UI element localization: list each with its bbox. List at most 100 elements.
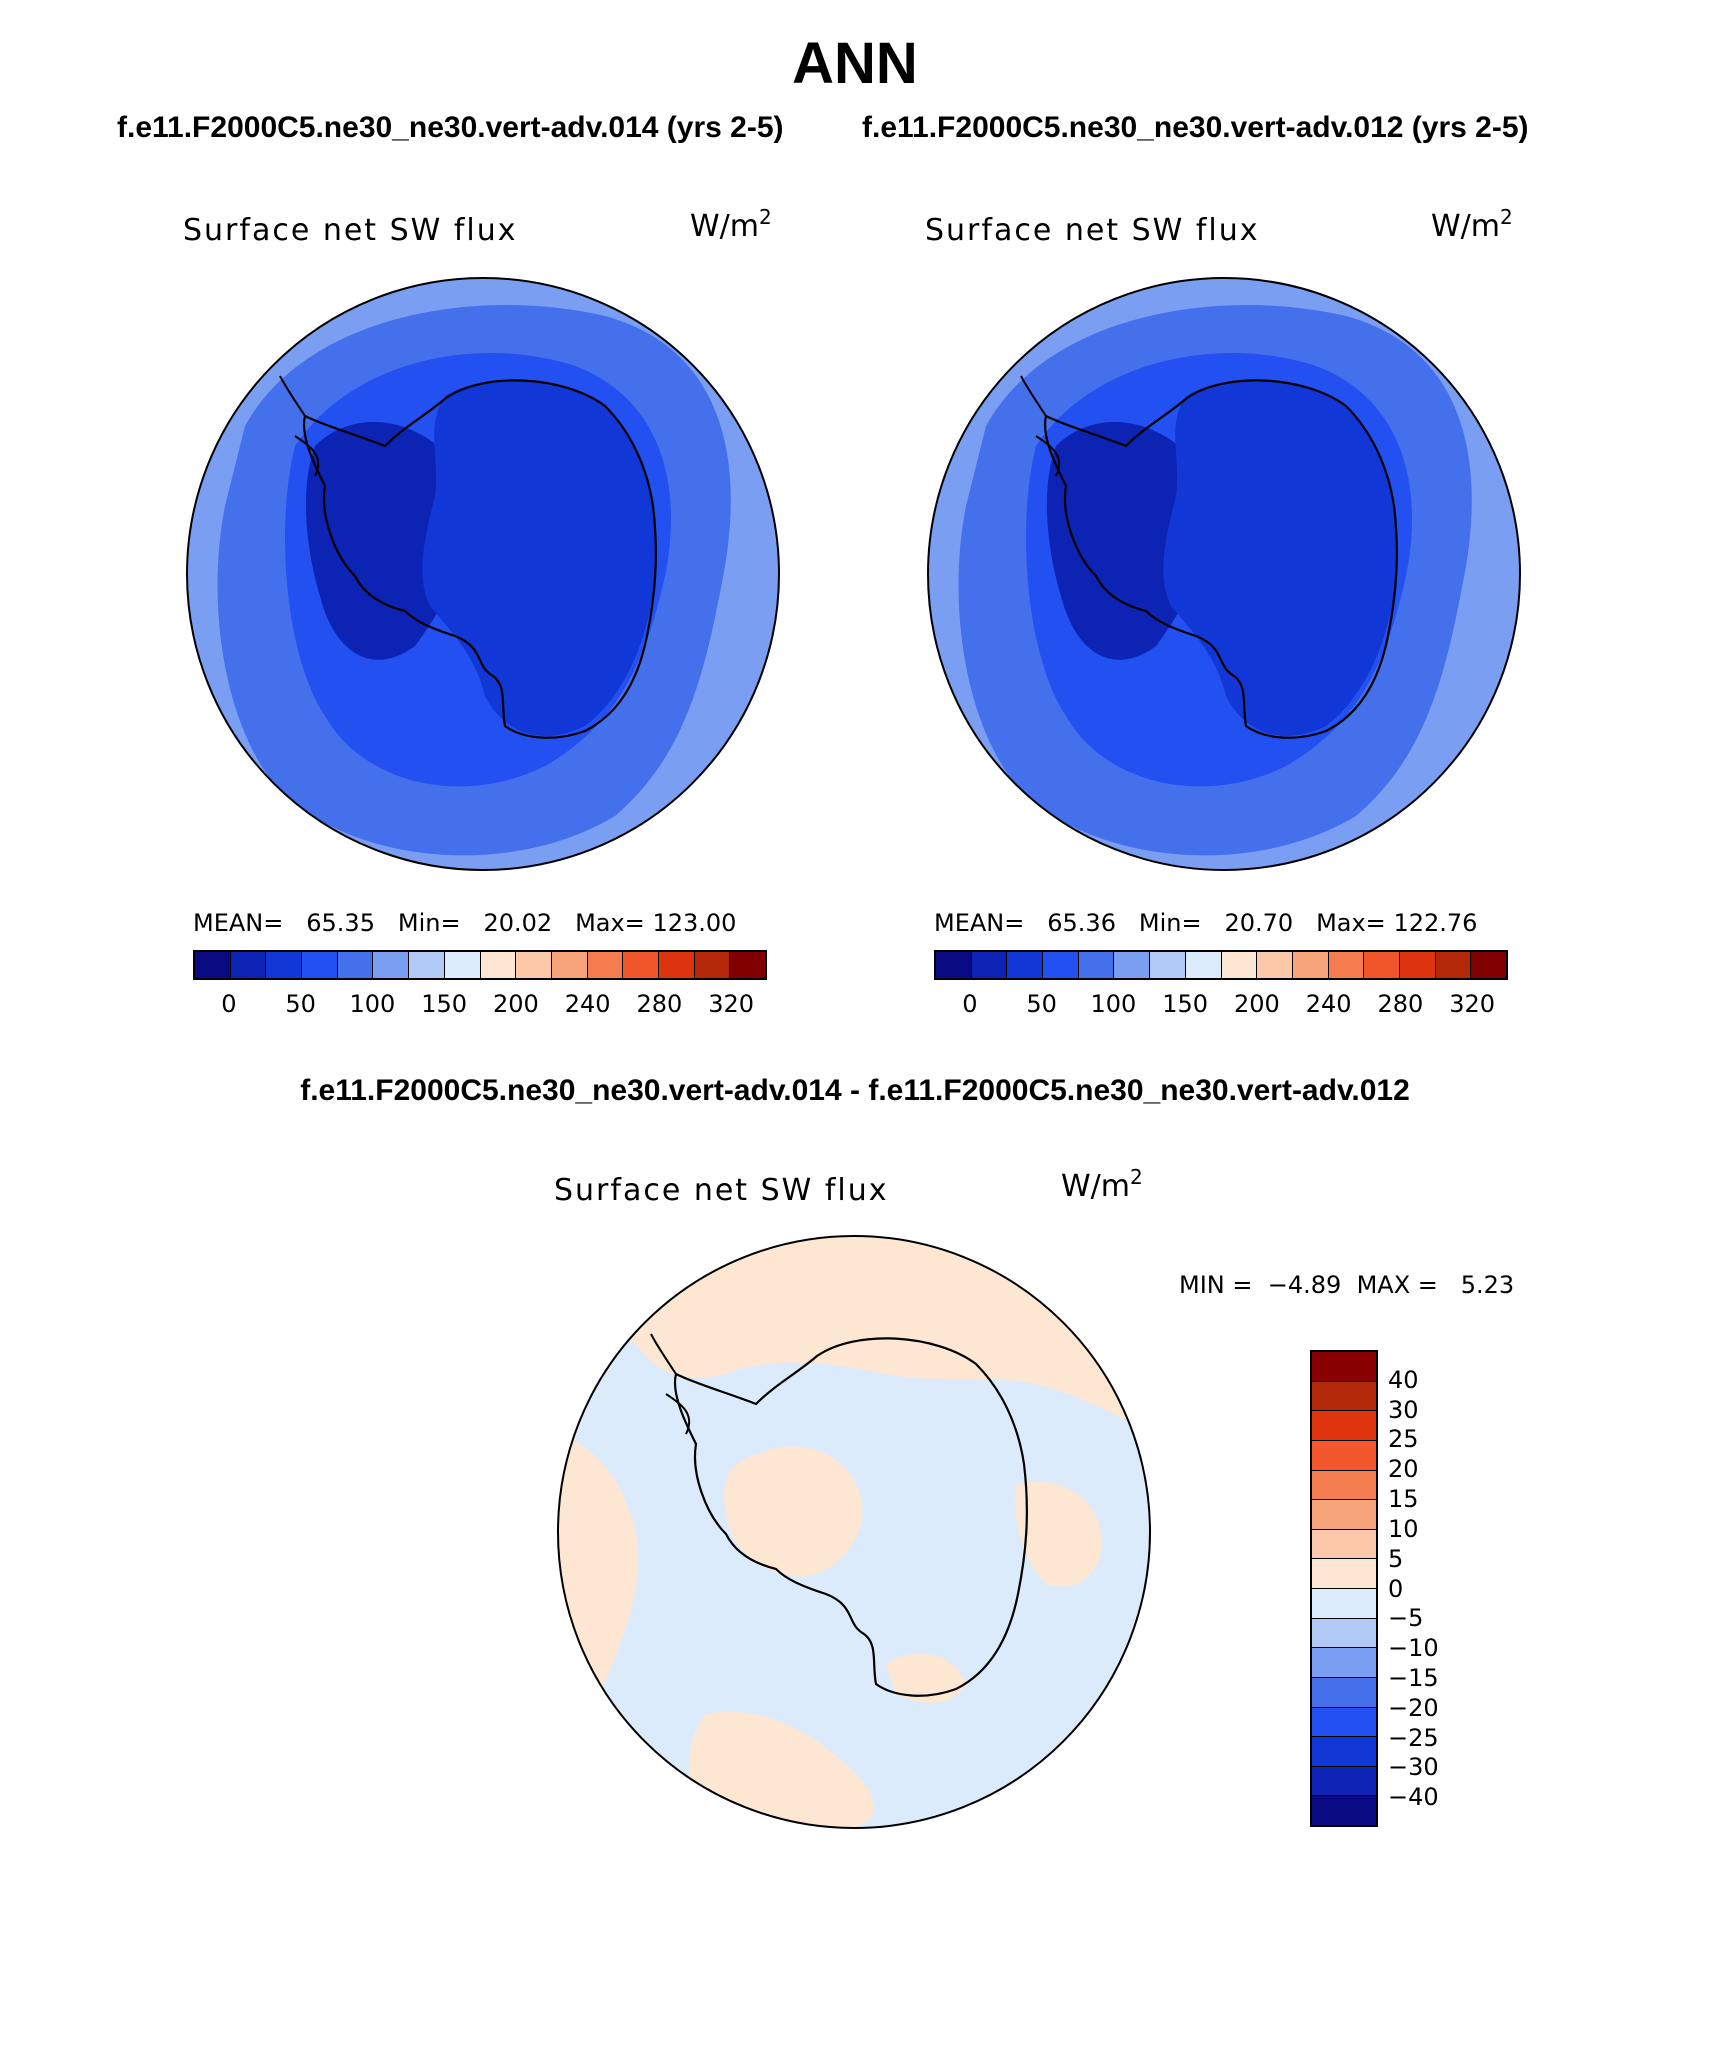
colorbar-difference-swatch	[1312, 1440, 1376, 1471]
colorbar-control-tick-label: 200	[1233, 990, 1280, 1018]
colorbar-control-swatch	[1078, 952, 1115, 978]
colorbar-test-tick-label: 50	[285, 990, 316, 1018]
panel-a-stats: MEAN= 65.35 Min= 20.02 Max= 123.00	[193, 909, 737, 937]
colorbar-difference-swatch	[1312, 1589, 1376, 1619]
diff-panel-variable: Surface net SW flux	[554, 1173, 889, 1208]
colorbar-control-swatch	[1471, 952, 1506, 978]
colorbar-control-swatch	[1007, 952, 1044, 978]
colorbar-test-tick-label: 0	[221, 990, 237, 1018]
difference-title: f.e11.F2000C5.ne30_ne30.vert-adv.014 - f…	[300, 1074, 1410, 1107]
peninsula-coastline	[650, 1333, 691, 1435]
colorbar-difference-tick-label: 30	[1388, 1395, 1419, 1424]
colorbar-control-swatch	[1399, 952, 1436, 978]
colorbar-difference-swatch	[1312, 1707, 1376, 1738]
colorbar-difference-tick-label: 20	[1388, 1455, 1419, 1484]
colorbar-test-swatch	[266, 952, 303, 978]
colorbar-control-swatch	[1150, 952, 1186, 978]
colorbar-difference-swatch	[1312, 1766, 1376, 1797]
colorbar-test-tick-label: 320	[708, 990, 755, 1018]
colorbar-difference-swatch	[1312, 1559, 1376, 1589]
colorbar-difference-tick-label: −25	[1388, 1723, 1439, 1752]
colorbar-control-ticks: 0 50 100 150 200 240 280 320	[934, 990, 1508, 1020]
positive-difference-region-interior	[724, 1446, 863, 1577]
colorbar-test-swatch	[587, 952, 624, 978]
map-boundary	[557, 1235, 1151, 1829]
colorbar-test-swatch	[373, 952, 410, 978]
colorbar-control-tick-label: 240	[1305, 990, 1352, 1018]
colorbar-difference-swatch	[1312, 1529, 1376, 1560]
colorbar-test-swatch	[480, 952, 517, 978]
colorbar-test-swatch	[337, 952, 374, 978]
colorbar-control-tick-label: 280	[1377, 990, 1424, 1018]
colorbar-test-swatch	[694, 952, 731, 978]
colorbar-difference-tick-label: 0	[1388, 1574, 1404, 1603]
diff-panel-unit: W/m2	[1061, 1165, 1143, 1204]
peninsula-coastline	[1020, 375, 1061, 477]
colorbar-difference-swatch	[1312, 1500, 1376, 1530]
colorbar-control-tick-label: 150	[1162, 990, 1209, 1018]
map-panel-difference	[557, 1235, 1151, 1829]
colorbar-difference-swatch	[1312, 1737, 1376, 1767]
antarctica-landmass	[1163, 379, 1397, 736]
colorbar-control-tick-label: 50	[1026, 990, 1057, 1018]
colorbar-difference-tick-label: −15	[1388, 1663, 1439, 1692]
colorbar-control-swatch	[1257, 952, 1293, 978]
colorbar-difference-tick-label: 5	[1388, 1544, 1404, 1573]
colorbar-test-tick-label: 200	[492, 990, 539, 1018]
colorbar-test-swatch	[623, 952, 659, 978]
colorbar-difference-swatch	[1312, 1677, 1376, 1708]
colorbar-test-tick-label: 280	[636, 990, 683, 1018]
colorbar-test-swatch	[516, 952, 552, 978]
positive-difference-region-north	[558, 1236, 1150, 1434]
colorbar-test-tick-label: 100	[349, 990, 396, 1018]
colorbar-difference-tick-label: 40	[1388, 1365, 1419, 1394]
colorbar-test-swatch	[409, 952, 445, 978]
colorbar-control-swatch	[936, 952, 972, 978]
positive-difference-region-southeast	[886, 1653, 966, 1703]
colorbar-difference	[1310, 1350, 1378, 1827]
colorbar-control-swatch	[1435, 952, 1472, 978]
colorbar-difference-swatch	[1312, 1411, 1376, 1441]
colorbar-control-tick-label: 320	[1449, 990, 1496, 1018]
map-panel-test	[186, 277, 780, 871]
peninsula-coastline	[279, 375, 320, 477]
panel-b-variable: Surface net SW flux	[925, 213, 1260, 248]
run-label-control: f.e11.F2000C5.ne30_ne30.vert-adv.012 (yr…	[862, 111, 1529, 144]
colorbar-test-swatch	[230, 952, 267, 978]
diff-panel-stats: MIN = −4.89 MAX = 5.23	[1179, 1271, 1515, 1299]
main-title: ANN	[792, 31, 918, 96]
colorbar-difference-swatch	[1312, 1470, 1376, 1501]
colorbar-difference-swatch	[1312, 1352, 1376, 1382]
colorbar-control-swatch	[1114, 952, 1151, 978]
colorbar-control-tick-label: 0	[962, 990, 978, 1018]
colorbar-control-swatch	[1328, 952, 1365, 978]
colorbar-difference-swatch	[1312, 1618, 1376, 1649]
colorbar-control-swatch	[1292, 952, 1329, 978]
colorbar-difference-tick-label: 10	[1388, 1514, 1419, 1543]
colorbar-difference-tick-label: −40	[1388, 1783, 1439, 1812]
colorbar-test-swatch	[444, 952, 481, 978]
colorbar-test-ticks: 0 50 100 150 200 240 280 320	[193, 990, 767, 1020]
colorbar-control-swatch	[971, 952, 1008, 978]
antarctica-landmass	[422, 379, 656, 736]
antarctica-coastline	[302, 379, 657, 739]
positive-difference-region-east	[1015, 1481, 1102, 1587]
colorbar-test-swatch	[195, 952, 231, 978]
colorbar-difference-tick-label: 15	[1388, 1485, 1419, 1514]
colorbar-control-swatch	[1043, 952, 1079, 978]
colorbar-test	[193, 950, 767, 980]
antarctica-coastline	[1043, 379, 1398, 739]
colorbar-control-swatch	[1185, 952, 1222, 978]
colorbar-test-swatch	[658, 952, 695, 978]
colorbar-control	[934, 950, 1508, 980]
colorbar-test-swatch	[302, 952, 338, 978]
antarctica-coastline	[673, 1337, 1028, 1697]
colorbar-difference-tick-label: −20	[1388, 1693, 1439, 1722]
colorbar-difference-tick-label: −30	[1388, 1753, 1439, 1782]
colorbar-difference-tick-label: −5	[1388, 1604, 1424, 1633]
run-label-test: f.e11.F2000C5.ne30_ne30.vert-adv.014 (yr…	[117, 111, 784, 144]
colorbar-test-tick-label: 240	[564, 990, 611, 1018]
positive-difference-region-south	[689, 1712, 874, 1828]
colorbar-difference-tick-label: −10	[1388, 1634, 1439, 1663]
colorbar-test-tick-label: 150	[421, 990, 468, 1018]
